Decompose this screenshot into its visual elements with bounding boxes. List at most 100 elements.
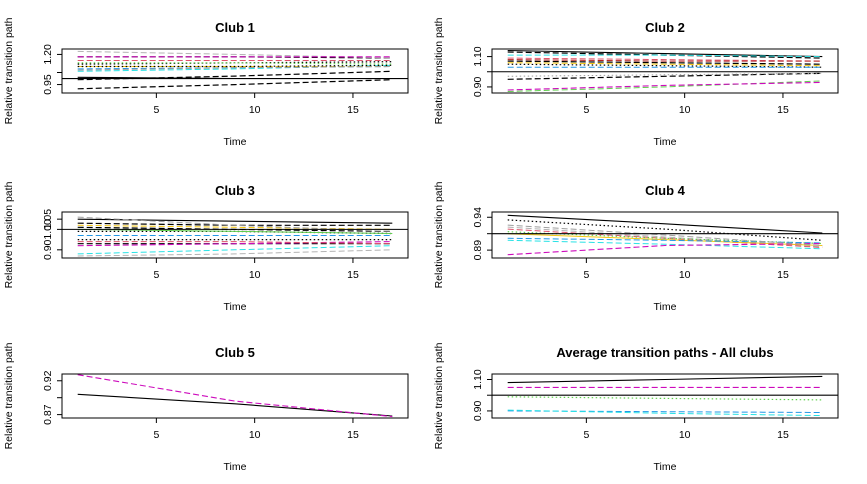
x-tick-label: 15 bbox=[777, 429, 789, 441]
y-tick-label: 1.05 bbox=[42, 209, 54, 230]
x-tick-label: 5 bbox=[583, 269, 589, 281]
y-tick-label: 1.20 bbox=[42, 44, 54, 65]
series-line-9 bbox=[77, 62, 393, 65]
x-tick-label: 5 bbox=[153, 269, 159, 281]
plot-frame bbox=[491, 373, 839, 419]
series-line-13 bbox=[77, 66, 393, 71]
x-axis-label: Time bbox=[654, 461, 677, 473]
series-line-7 bbox=[507, 80, 823, 92]
y-tick-label: 1.00 bbox=[42, 219, 54, 240]
series-line-3 bbox=[77, 70, 393, 81]
plot-frame bbox=[61, 211, 409, 259]
chart-title: Club 1 bbox=[215, 20, 255, 35]
series-line-13 bbox=[507, 59, 823, 62]
series-line-1 bbox=[77, 393, 393, 417]
series-line-1 bbox=[77, 218, 393, 224]
series-line-9 bbox=[507, 54, 823, 58]
series-line-8 bbox=[77, 241, 393, 245]
series-line-6 bbox=[507, 233, 823, 246]
x-tick-label: 10 bbox=[249, 269, 261, 281]
series-group bbox=[507, 49, 823, 92]
series-line-3 bbox=[507, 60, 823, 65]
x-axis-label: Time bbox=[224, 136, 247, 148]
series-group bbox=[77, 374, 393, 418]
plot-frame bbox=[61, 48, 409, 94]
y-tick-label: 0.94 bbox=[472, 207, 484, 228]
x-axis-label: Time bbox=[224, 301, 247, 313]
x-tick-label: 10 bbox=[679, 104, 691, 116]
y-tick-label: 0.90 bbox=[472, 77, 484, 98]
chart-title: Club 5 bbox=[215, 345, 255, 360]
x-tick-label: 15 bbox=[347, 269, 359, 281]
series-line-8 bbox=[507, 239, 823, 250]
chart-title: Club 2 bbox=[645, 20, 685, 35]
x-axis-label: Time bbox=[224, 461, 247, 473]
y-tick-label: 0.87 bbox=[42, 404, 54, 425]
chart-title: Club 3 bbox=[215, 183, 255, 198]
series-line-1 bbox=[507, 375, 823, 384]
x-tick-label: 5 bbox=[153, 429, 159, 441]
x-tick-label: 15 bbox=[777, 269, 789, 281]
x-tick-label: 15 bbox=[347, 429, 359, 441]
chart-title: Average transition paths - All clubs bbox=[556, 345, 773, 360]
chart-panel-2: Club 2 5 10 15 0.90 1.10 Time Relative transiti… bbox=[433, 17, 839, 148]
y-axis-label: Relative transition path bbox=[3, 181, 15, 288]
x-tick-label: 5 bbox=[583, 429, 589, 441]
y-axis-label: Relative transition path bbox=[433, 181, 445, 288]
series-line-4 bbox=[507, 63, 823, 68]
x-tick-label: 10 bbox=[249, 104, 261, 116]
plot-frame bbox=[491, 211, 839, 259]
x-tick-label: 10 bbox=[679, 429, 691, 441]
chart-panel-4: Club 4 5 10 15 0.89 0.94 Time Relative transiti… bbox=[433, 181, 839, 313]
y-axis-label: Relative transition path bbox=[433, 342, 445, 449]
x-tick-label: 10 bbox=[249, 429, 261, 441]
chart-panel-1: Club 1 5 10 15 0.95 1.20 Time Relative transiti… bbox=[3, 17, 409, 148]
y-tick-label: 0.92 bbox=[42, 370, 54, 391]
series-line-10 bbox=[77, 245, 393, 255]
y-tick-label: 1.10 bbox=[472, 46, 484, 67]
series-line-9 bbox=[77, 228, 393, 234]
series-line-5 bbox=[507, 72, 823, 80]
series-line-12 bbox=[507, 72, 823, 77]
x-tick-label: 5 bbox=[153, 104, 159, 116]
y-axis-label: Relative transition path bbox=[3, 342, 15, 449]
chart-title: Club 4 bbox=[645, 183, 685, 198]
series-line-3 bbox=[507, 396, 823, 401]
series-group bbox=[77, 216, 393, 257]
x-tick-label: 15 bbox=[777, 104, 789, 116]
series-line-10 bbox=[507, 224, 823, 246]
series-line-1 bbox=[507, 214, 823, 234]
plot-frame bbox=[491, 48, 839, 94]
series-line-2 bbox=[507, 219, 823, 241]
series-line-7 bbox=[507, 237, 823, 244]
series-line-2 bbox=[77, 79, 393, 90]
y-tick-label: 0.90 bbox=[42, 239, 54, 260]
x-tick-label: 15 bbox=[347, 104, 359, 116]
y-tick-label: 0.90 bbox=[472, 401, 484, 422]
y-axis-label: Relative transition path bbox=[3, 17, 15, 124]
series-line-5 bbox=[507, 409, 823, 417]
y-tick-label: 0.89 bbox=[472, 240, 484, 261]
series-line-4 bbox=[507, 410, 823, 413]
series-group bbox=[507, 375, 823, 417]
series-line-2 bbox=[77, 374, 393, 418]
chart-panel-6: Average transition paths - All clubs 5 10 1… bbox=[433, 342, 839, 473]
chart-panel-3: Club 3 5 10 15 0.901.001.05 Time Relative tran… bbox=[3, 181, 409, 313]
y-axis-label: Relative transition path bbox=[433, 17, 445, 124]
x-axis-label: Time bbox=[654, 301, 677, 313]
y-tick-label: 0.95 bbox=[42, 74, 54, 95]
x-tick-label: 5 bbox=[583, 104, 589, 116]
chart-panel-5: Club 5 5 10 15 0.87 0.92 Time Relative transiti… bbox=[3, 342, 409, 473]
series-line-7 bbox=[77, 241, 393, 247]
series-line-10 bbox=[507, 81, 823, 91]
series-group bbox=[507, 214, 823, 256]
series-line-14 bbox=[77, 64, 393, 68]
x-tick-label: 10 bbox=[679, 269, 691, 281]
series-line-14 bbox=[77, 249, 393, 257]
series-line-12 bbox=[77, 224, 393, 230]
plot-frame bbox=[61, 373, 409, 419]
series-line-11 bbox=[507, 62, 823, 67]
y-tick-label: 1.10 bbox=[472, 369, 484, 390]
series-line-9 bbox=[507, 242, 823, 256]
x-axis-label: Time bbox=[654, 136, 677, 148]
